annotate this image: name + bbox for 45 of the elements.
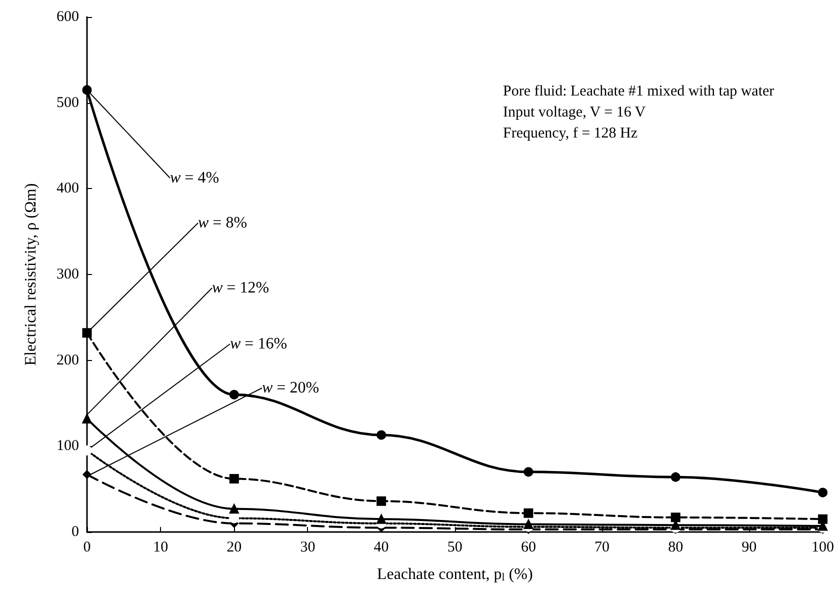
point (524, 467, 534, 477)
point (376, 514, 386, 524)
point (376, 430, 386, 440)
point (82, 470, 92, 479)
point (524, 520, 534, 530)
x-tick-label: 100 (812, 540, 834, 556)
point (670, 512, 680, 522)
y-tick-label: 200 (56, 352, 79, 368)
y-axis-title: Electrical resistivity, ρ (Ωm) (22, 183, 40, 366)
point (524, 508, 534, 518)
text: w = 20% (262, 380, 320, 396)
y-tick-label: 400 (56, 180, 79, 197)
x-tick-label: 0 (83, 540, 91, 556)
point (229, 474, 239, 484)
y-tick-label: 0 (72, 524, 79, 540)
y-tick-label: 600 (56, 9, 79, 25)
point (229, 390, 239, 400)
text: w = 16% (230, 336, 288, 352)
point (82, 328, 92, 338)
point (818, 488, 828, 498)
point (376, 496, 386, 506)
y-tick-label: 300 (56, 266, 79, 282)
point (818, 514, 828, 524)
x-tick-label: 20 (226, 540, 242, 556)
annotation: Frequency, f = 128 Hz (503, 126, 638, 142)
text: w = 12% (212, 280, 270, 296)
x-tick-label: 70 (594, 540, 610, 556)
x-tick-label: 60 (520, 540, 536, 556)
text: w = 8% (198, 214, 248, 232)
x-tick-label: 10 (153, 540, 168, 556)
y-tick-label: 100 (56, 438, 79, 454)
x-tick-label: 90 (742, 540, 757, 556)
annotation: Pore fluid: Leachate #1 mixed with tap water (503, 84, 774, 100)
x-tick-label: 50 (447, 540, 462, 556)
x-tick-label: 80 (668, 540, 684, 556)
x-axis-title: Leachate content, pl (%) (376, 566, 533, 584)
y-tick-label: 500 (56, 94, 79, 111)
point (82, 414, 92, 424)
x-tick-label: 40 (374, 540, 389, 556)
annotation: Input voltage, V = 16 V (503, 104, 646, 120)
point (229, 504, 239, 514)
text: w = 4% (170, 170, 220, 186)
point (670, 472, 680, 482)
x-tick-label: 30 (300, 540, 316, 556)
point (82, 85, 92, 95)
